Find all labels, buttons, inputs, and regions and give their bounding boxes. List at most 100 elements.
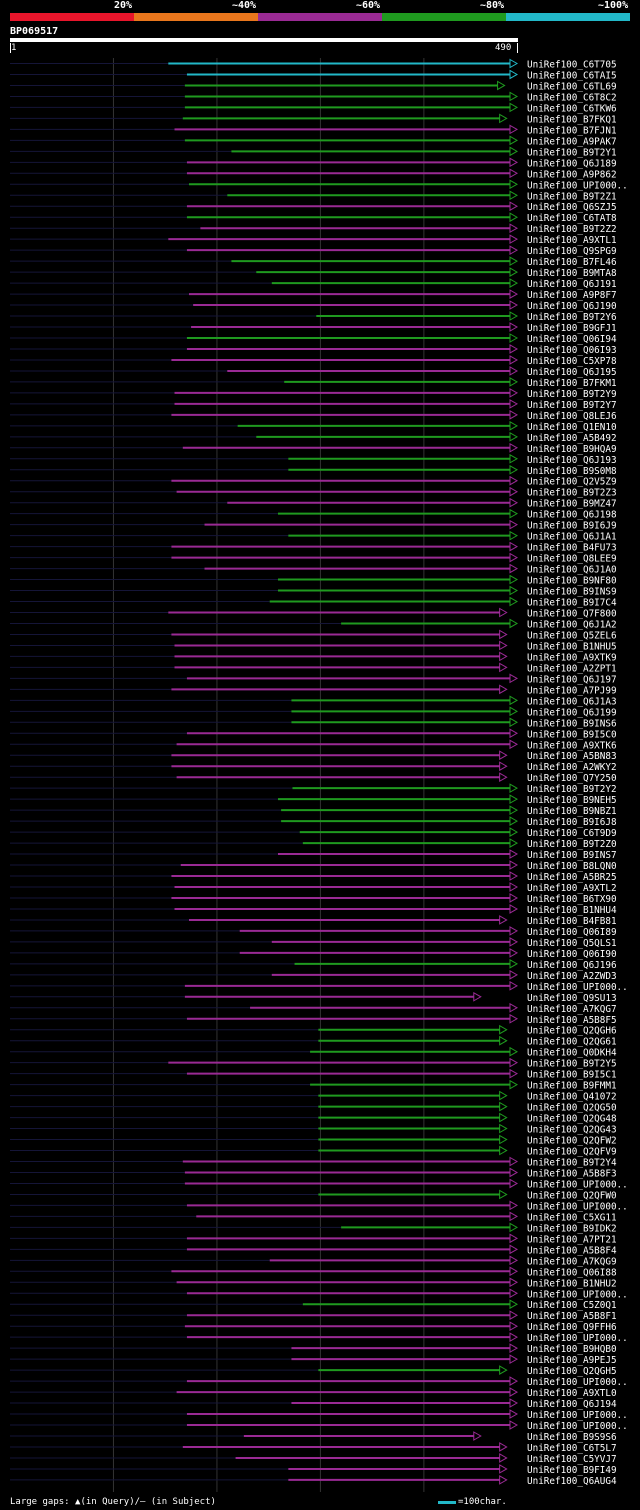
hit-label[interactable]: UniRef100_A5BR25 xyxy=(527,872,617,883)
hit-label[interactable]: UniRef100_B9T2Z2 xyxy=(527,224,617,235)
hit-label[interactable]: UniRef100_Q6J196 xyxy=(527,960,617,971)
hit-label[interactable]: UniRef100_B9NBZ1 xyxy=(527,806,617,817)
hit-label[interactable]: UniRef100_A9XTL1 xyxy=(527,235,617,246)
hit-label[interactable]: UniRef100_B9S9S6 xyxy=(527,1432,617,1443)
hit-label[interactable]: UniRef100_C5YVJ7 xyxy=(527,1454,617,1465)
hit-label[interactable]: UniRef100_Q1EN10 xyxy=(527,422,617,433)
hit-label[interactable]: UniRef100_B9HQA9 xyxy=(527,444,617,455)
hit-label[interactable]: UniRef100_B9T2Y2 xyxy=(527,784,617,795)
hit-label[interactable]: UniRef100_Q6J1A1 xyxy=(527,532,617,543)
hit-label[interactable]: UniRef100_A9P862 xyxy=(527,169,617,180)
hit-label[interactable]: UniRef100_A2ZPT1 xyxy=(527,663,617,674)
hit-label[interactable]: UniRef100_B4FU73 xyxy=(527,543,617,554)
hit-label[interactable]: UniRef100_B9T2Z0 xyxy=(527,839,617,850)
hit-label[interactable]: UniRef100_C5Z0Q1 xyxy=(527,1300,617,1311)
hit-label[interactable]: UniRef100_B9T2Y5 xyxy=(527,1059,617,1070)
hit-label[interactable]: UniRef100_A9PAK7 xyxy=(527,136,617,147)
hit-label[interactable]: UniRef100_A5B8F5 xyxy=(527,1015,617,1026)
hit-label[interactable]: UniRef100_C6T8C2 xyxy=(527,92,617,103)
hit-label[interactable]: UniRef100_Q5ZEL6 xyxy=(527,630,617,641)
hit-label[interactable]: UniRef100_B4FB81 xyxy=(527,916,617,927)
hit-label[interactable]: UniRef100_Q6J189 xyxy=(527,158,617,169)
hit-label[interactable]: UniRef100_UPI000.. xyxy=(527,982,628,993)
hit-label[interactable]: UniRef100_UPI000.. xyxy=(527,1179,628,1190)
hit-label[interactable]: UniRef100_B9I5C0 xyxy=(527,729,617,740)
hit-label[interactable]: UniRef100_A2ZWD3 xyxy=(527,971,617,982)
hit-label[interactable]: UniRef100_UPI000.. xyxy=(527,1421,628,1432)
hit-label[interactable]: UniRef100_A9XTK6 xyxy=(527,740,617,751)
hit-label[interactable]: UniRef100_B1NHU2 xyxy=(527,1278,617,1289)
hit-label[interactable]: UniRef100_A5B8F3 xyxy=(527,1168,617,1179)
hit-label[interactable]: UniRef100_Q6SZJ5 xyxy=(527,202,617,213)
hit-label[interactable]: UniRef100_Q6J191 xyxy=(527,279,617,290)
hit-label[interactable]: UniRef100_A9XTK9 xyxy=(527,652,617,663)
hit-label[interactable]: UniRef100_A7KQG9 xyxy=(527,1256,617,1267)
hit-label[interactable]: UniRef100_Q6J199 xyxy=(527,707,617,718)
hit-label[interactable]: UniRef100_B9I6J8 xyxy=(527,817,617,828)
hit-label[interactable]: UniRef100_C6TAT8 xyxy=(527,213,617,224)
hit-label[interactable]: UniRef100_Q06I89 xyxy=(527,927,617,938)
hit-label[interactable]: UniRef100_B6TX90 xyxy=(527,894,617,905)
hit-label[interactable]: UniRef100_C6T705 xyxy=(527,60,617,71)
hit-label[interactable]: UniRef100_B9T2Y4 xyxy=(527,1158,617,1169)
hit-label[interactable]: UniRef100_C6TAI5 xyxy=(527,70,617,81)
hit-label[interactable]: UniRef100_A5B8F1 xyxy=(527,1311,617,1322)
hit-label[interactable]: UniRef100_A5B492 xyxy=(527,433,617,444)
hit-label[interactable]: UniRef100_Q6J1A0 xyxy=(527,565,617,576)
hit-label[interactable]: UniRef100_Q2QG50 xyxy=(527,1103,617,1114)
hit-label[interactable]: UniRef100_Q6AUG4 xyxy=(527,1476,617,1487)
hit-label[interactable]: UniRef100_B9HQB0 xyxy=(527,1344,617,1355)
hit-label[interactable]: UniRef100_B1NHU4 xyxy=(527,905,617,916)
hit-label[interactable]: UniRef100_Q8LEJ6 xyxy=(527,411,617,422)
hit-label[interactable]: UniRef100_B9I6J9 xyxy=(527,521,617,532)
hit-label[interactable]: UniRef100_B9I7C4 xyxy=(527,598,617,609)
hit-label[interactable]: UniRef100_UPI000.. xyxy=(527,180,628,191)
hit-label[interactable]: UniRef100_Q06I88 xyxy=(527,1267,617,1278)
hit-label[interactable]: UniRef100_C5XG11 xyxy=(527,1212,617,1223)
hit-label[interactable]: UniRef100_Q9SU13 xyxy=(527,993,617,1004)
hit-label[interactable]: UniRef100_B7FJN1 xyxy=(527,125,617,136)
hit-label[interactable]: UniRef100_Q9FFH6 xyxy=(527,1322,617,1333)
hit-label[interactable]: UniRef100_A9XTL0 xyxy=(527,1388,617,1399)
hit-label[interactable]: UniRef100_Q2QG43 xyxy=(527,1125,617,1136)
hit-label[interactable]: UniRef100_C6T5L7 xyxy=(527,1443,617,1454)
hit-label[interactable]: UniRef100_Q6J1A2 xyxy=(527,619,617,630)
hit-label[interactable]: UniRef100_Q2QG61 xyxy=(527,1037,617,1048)
hit-label[interactable]: UniRef100_A7KQG7 xyxy=(527,1004,617,1015)
hit-label[interactable]: UniRef100_Q06I90 xyxy=(527,949,617,960)
hit-label[interactable]: UniRef100_A5B8F4 xyxy=(527,1245,617,1256)
hit-label[interactable]: UniRef100_B7FKQ1 xyxy=(527,114,617,125)
hit-label[interactable]: UniRef100_B1NHU5 xyxy=(527,641,617,652)
hit-label[interactable]: UniRef100_Q2QFW0 xyxy=(527,1190,617,1201)
hit-label[interactable]: UniRef100_B9GFJ1 xyxy=(527,323,617,334)
hit-label[interactable]: UniRef100_B9S0M8 xyxy=(527,466,617,477)
hit-label[interactable]: UniRef100_A9XTL2 xyxy=(527,883,617,894)
hit-label[interactable]: UniRef100_B9INS9 xyxy=(527,587,617,598)
hit-label[interactable]: UniRef100_B9T2Y1 xyxy=(527,147,617,158)
hit-label[interactable]: UniRef100_A9P8F7 xyxy=(527,290,617,301)
hit-label[interactable]: UniRef100_UPI000.. xyxy=(527,1333,628,1344)
hit-label[interactable]: UniRef100_Q6J195 xyxy=(527,367,617,378)
hit-label[interactable]: UniRef100_B7FL46 xyxy=(527,257,617,268)
hit-label[interactable]: UniRef100_Q2QG48 xyxy=(527,1114,617,1125)
hit-label[interactable]: UniRef100_Q0DKH4 xyxy=(527,1048,617,1059)
hit-label[interactable]: UniRef100_Q06I94 xyxy=(527,334,617,345)
hit-label[interactable]: UniRef100_B9T2Z3 xyxy=(527,488,617,499)
hit-label[interactable]: UniRef100_Q6J193 xyxy=(527,455,617,466)
hit-label[interactable]: UniRef100_UPI000.. xyxy=(527,1377,628,1388)
hit-label[interactable]: UniRef100_B9IDK2 xyxy=(527,1223,617,1234)
hit-label[interactable]: UniRef100_B9INS7 xyxy=(527,850,617,861)
hit-label[interactable]: UniRef100_B9T2Y9 xyxy=(527,389,617,400)
hit-label[interactable]: UniRef100_C6TL69 xyxy=(527,81,617,92)
hit-label[interactable]: UniRef100_A7PT21 xyxy=(527,1234,617,1245)
hit-label[interactable]: UniRef100_Q2QGH5 xyxy=(527,1366,617,1377)
hit-label[interactable]: UniRef100_Q7F800 xyxy=(527,609,617,620)
hit-label[interactable]: UniRef100_Q6J1A3 xyxy=(527,696,617,707)
hit-label[interactable]: UniRef100_C5XP78 xyxy=(527,356,617,367)
hit-label[interactable]: UniRef100_B9MTA8 xyxy=(527,268,617,279)
hit-label[interactable]: UniRef100_Q6J190 xyxy=(527,301,617,312)
hit-label[interactable]: UniRef100_C6T9D9 xyxy=(527,828,617,839)
hit-label[interactable]: UniRef100_B9INS6 xyxy=(527,718,617,729)
hit-label[interactable]: UniRef100_B9T2Y7 xyxy=(527,400,617,411)
hit-label[interactable]: UniRef100_Q9SPG9 xyxy=(527,246,617,257)
